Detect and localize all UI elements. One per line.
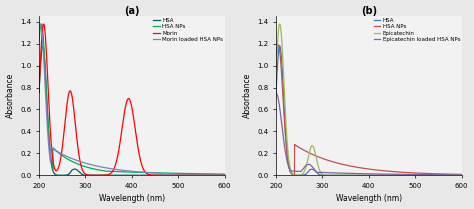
X-axis label: Wavelength (nm): Wavelength (nm) [336,194,402,203]
HSA [408,174,414,177]
Line: Morin: Morin [39,24,225,175]
HSA [40,45,46,47]
Line: Morin loaded HSA NPs: Morin loaded HSA NPs [39,24,225,175]
HSA [171,174,177,177]
HSA [453,174,459,177]
Epicatechin [362,174,367,177]
Epicatechin [453,174,459,177]
HSA [222,174,228,177]
Morin loaded HSA NPs [207,174,213,177]
X-axis label: Wavelength (nm): Wavelength (nm) [99,194,165,203]
Line: HSA NPs: HSA NPs [276,45,462,175]
HSA NPs [353,166,358,168]
Morin loaded HSA NPs [114,168,120,171]
Title: (b): (b) [361,6,377,15]
Y-axis label: Absorbance: Absorbance [6,73,15,119]
HSA [125,174,130,177]
HSA [116,174,121,177]
Title: (a): (a) [124,6,140,15]
Morin [41,23,46,25]
HSA NPs [125,171,130,173]
HSA NPs [207,173,213,175]
HSA [353,174,358,177]
Epicatechin loaded HSA NPs [408,173,414,176]
Line: Epicatechin: Epicatechin [276,24,462,175]
Epicatechin loaded HSA NPs [444,173,449,176]
Morin loaded HSA NPs [222,174,228,177]
HSA NPs [216,173,222,175]
Morin [114,158,120,160]
HSA [273,91,279,94]
Epicatechin loaded HSA NPs [361,172,367,175]
Epicatechin [408,174,414,177]
HSA [199,174,205,177]
HSA NPs [36,41,42,43]
HSA [114,174,120,177]
HSA NPs [408,172,414,174]
Line: HSA NPs: HSA NPs [39,24,225,174]
Morin [116,150,121,153]
Epicatechin loaded HSA NPs [453,174,459,176]
HSA [444,174,450,177]
HSA NPs [453,173,459,176]
Epicatechin loaded HSA NPs [459,174,465,176]
HSA [351,174,357,177]
HSA NPs [459,173,465,176]
Epicatechin [273,70,279,73]
Morin [207,174,213,177]
HSA NPs [275,43,281,46]
Morin loaded HSA NPs [116,168,121,171]
Epicatechin [444,174,450,177]
HSA NPs [222,173,228,175]
Morin [36,90,42,93]
Morin [171,174,177,177]
HSA [216,174,222,177]
Epicatechin [459,174,465,177]
Epicatechin loaded HSA NPs [351,172,357,175]
Y-axis label: Absorbance: Absorbance [243,73,252,119]
Epicatechin [459,174,465,177]
Line: HSA: HSA [276,46,462,175]
HSA NPs [171,172,177,175]
HSA NPs [362,167,367,170]
Morin loaded HSA NPs [37,23,43,25]
HSA NPs [116,170,121,173]
HSA NPs [444,173,450,175]
Morin [216,174,222,177]
HSA NPs [114,170,120,173]
HSA [459,174,465,177]
HSA NPs [292,174,297,176]
Epicatechin [353,174,358,177]
Morin loaded HSA NPs [216,174,222,177]
Line: HSA: HSA [39,46,225,175]
HSA NPs [38,23,44,25]
Epicatechin loaded HSA NPs [353,172,358,175]
HSA NPs [351,166,357,168]
Morin loaded HSA NPs [36,29,42,32]
Legend: HSA, HSA NPs, Morin, Morin loaded HSA NPs: HSA, HSA NPs, Morin, Morin loaded HSA NP… [153,18,223,42]
HSA [436,174,442,177]
Legend: HSA, HSA NPs, Epicatechin, Epicatechin loaded HSA NPs: HSA, HSA NPs, Epicatechin, Epicatechin l… [374,18,460,42]
Epicatechin [277,23,283,25]
Morin loaded HSA NPs [125,169,130,172]
Morin [125,99,130,101]
HSA [362,174,367,177]
HSA [277,45,283,47]
Epicatechin loaded HSA NPs [273,92,279,94]
HSA [36,91,42,94]
Epicatechin [351,174,357,177]
Morin loaded HSA NPs [171,174,177,176]
HSA NPs [273,59,279,62]
Morin [222,174,228,177]
Line: Epicatechin loaded HSA NPs: Epicatechin loaded HSA NPs [276,93,462,175]
HSA [207,174,213,177]
